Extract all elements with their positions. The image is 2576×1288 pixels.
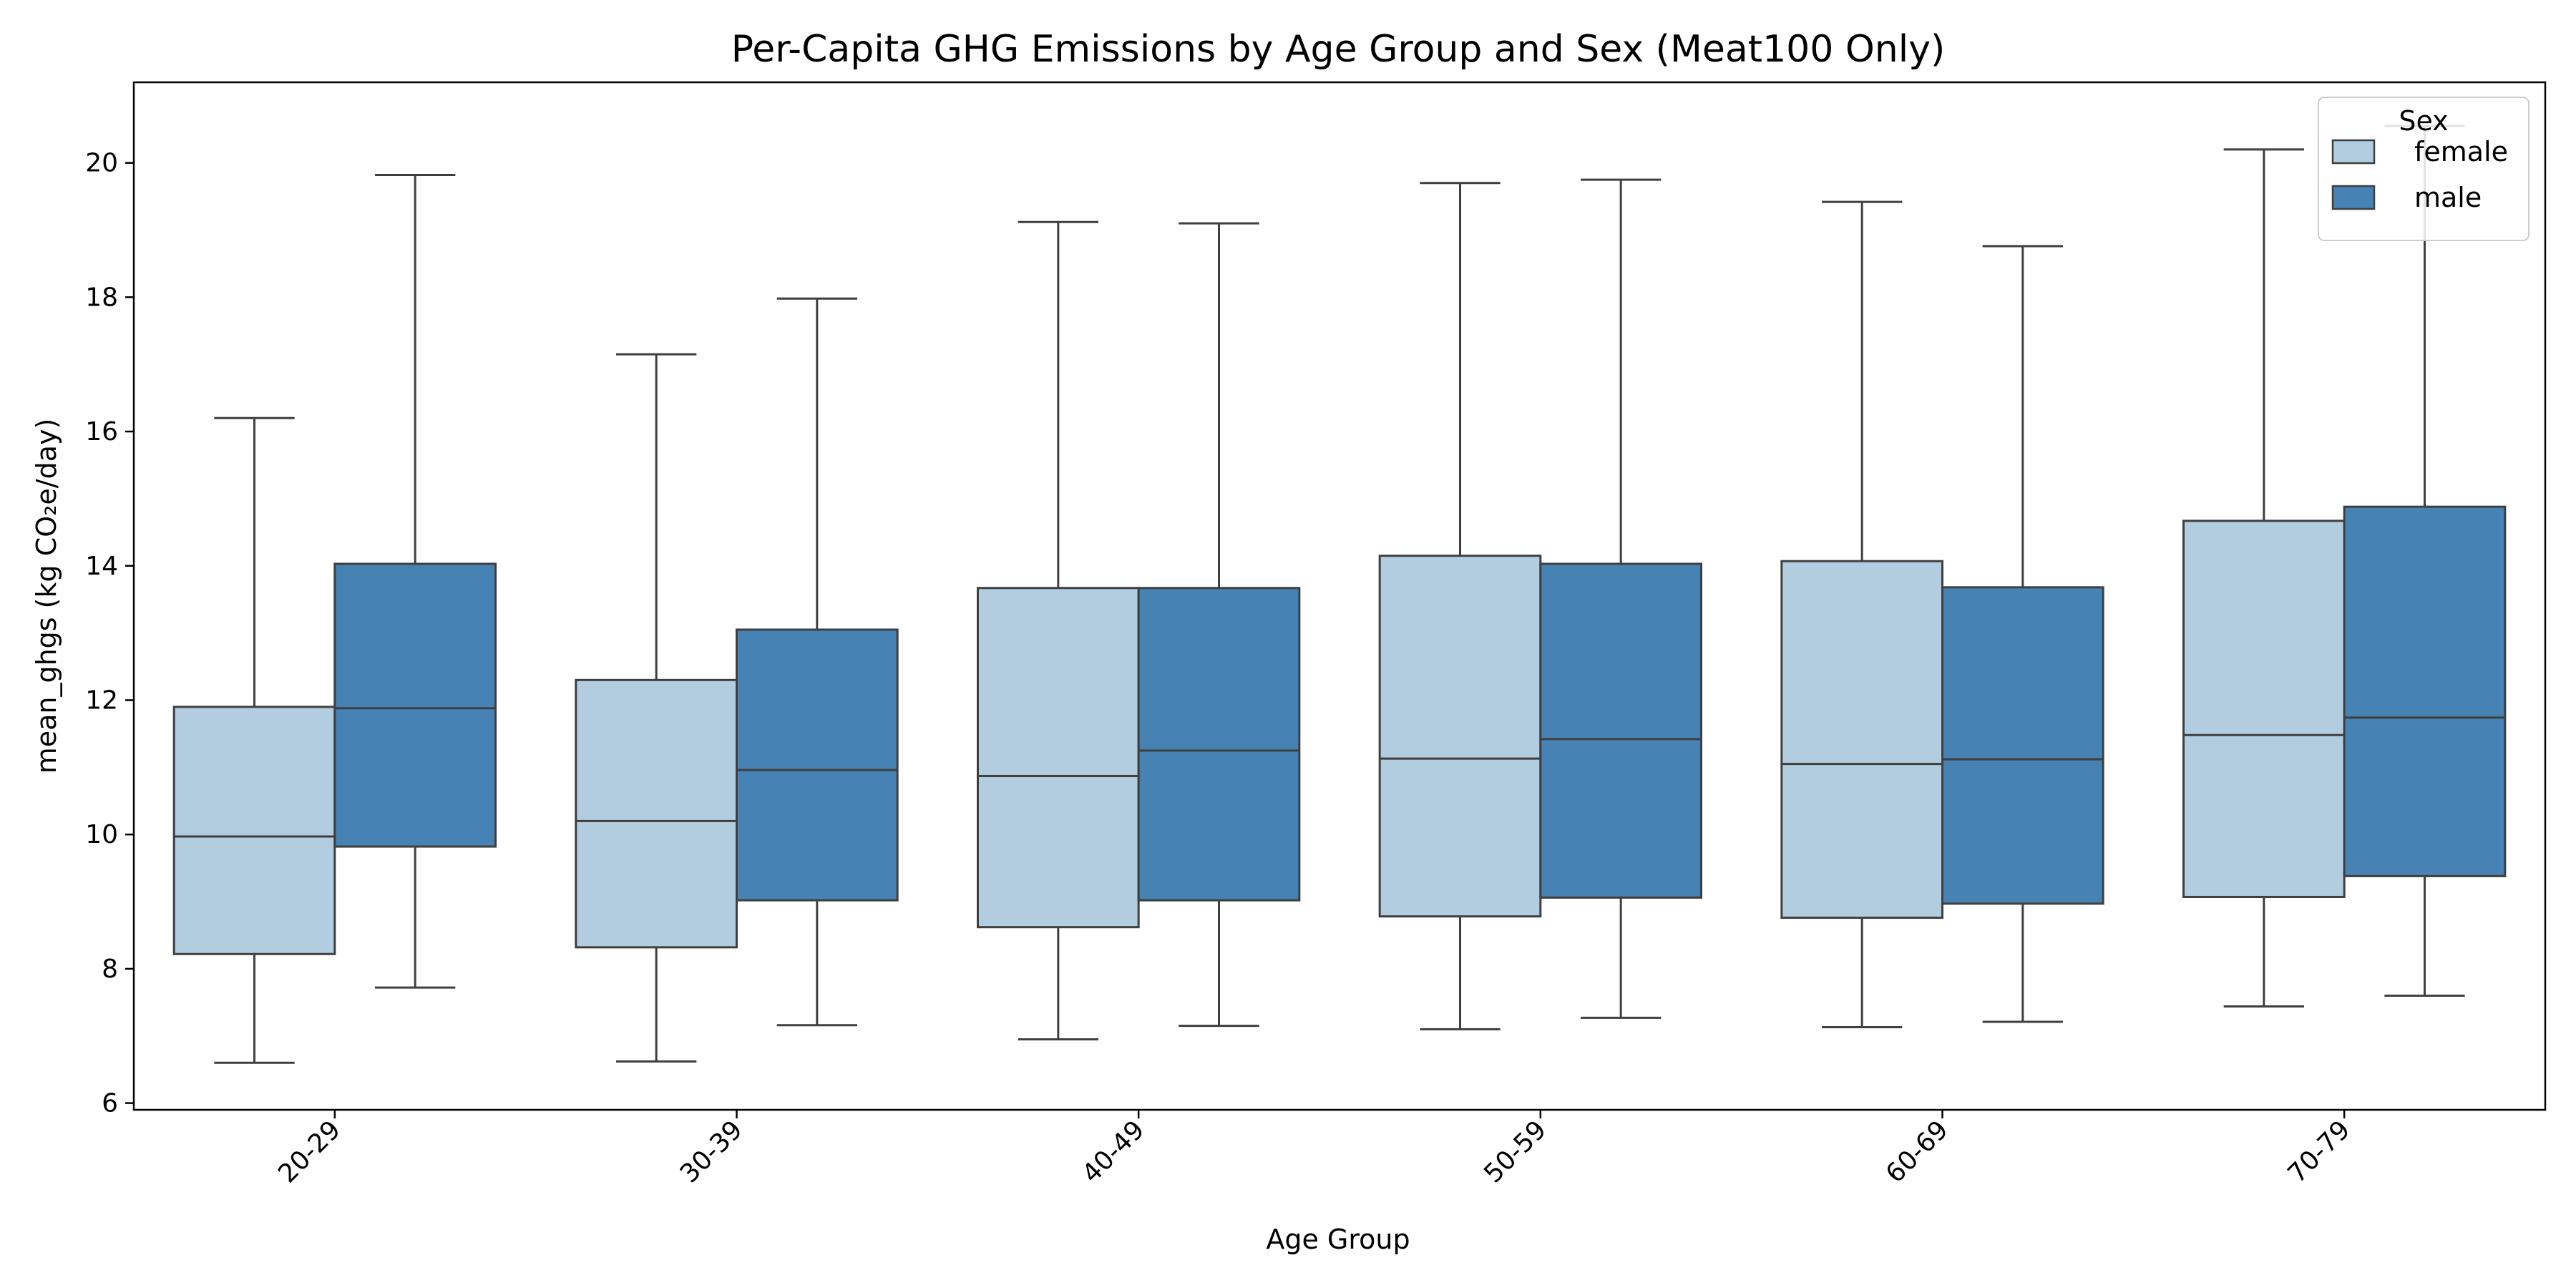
y-tick-label: 8	[102, 955, 118, 984]
box-female-50-59	[1378, 182, 1542, 1030]
y-tick-label: 18	[85, 283, 118, 312]
legend-swatch-female	[2331, 139, 2376, 165]
box-iqr	[1780, 560, 1943, 919]
box-iqr	[575, 678, 738, 949]
y-tick-label: 12	[85, 686, 118, 715]
x-tick-label: 30-39	[675, 1115, 748, 1189]
x-tick-label: 50-59	[1478, 1115, 1552, 1189]
box-iqr	[1137, 587, 1301, 902]
box-male-30-39	[736, 297, 899, 1027]
box-female-20-29	[172, 416, 336, 1064]
box-iqr	[1378, 555, 1542, 918]
series-female	[172, 148, 2346, 1064]
y-axis: 6 8 10 12 14 16 18 20	[85, 149, 134, 1118]
legend-swatch-male	[2331, 185, 2376, 210]
box-female-70-79	[2182, 148, 2346, 1008]
box-female-30-39	[575, 353, 738, 1063]
legend-title: Sex	[2399, 105, 2448, 137]
y-axis-label: mean_ghgs (kg CO₂e/day)	[31, 419, 62, 774]
box-iqr	[2182, 519, 2346, 898]
legend-label-male: male	[2414, 182, 2482, 213]
box-female-40-49	[977, 220, 1140, 1040]
box-male-40-49	[1137, 222, 1301, 1028]
box-iqr	[172, 706, 336, 955]
y-tick-label: 20	[85, 149, 118, 178]
x-tick-label: 70-79	[2283, 1115, 2356, 1189]
box-male-60-69	[1941, 245, 2104, 1023]
y-tick-label: 14	[85, 552, 118, 581]
x-axis-label: Age Group	[1266, 1224, 1410, 1255]
x-tick-label: 60-69	[1880, 1115, 1954, 1189]
box-iqr	[977, 587, 1140, 929]
y-tick-label: 6	[102, 1089, 118, 1118]
y-tick-label: 10	[85, 820, 118, 849]
x-tick-label: 20-29	[273, 1115, 346, 1189]
box-iqr	[736, 628, 899, 902]
box-female-60-69	[1780, 200, 1943, 1029]
box-iqr	[333, 562, 497, 848]
y-tick-label: 16	[85, 417, 118, 447]
legend-label-female: female	[2414, 136, 2508, 167]
box-male-50-59	[1539, 178, 1702, 1019]
box-male-20-29	[333, 174, 497, 989]
box-iqr	[1539, 562, 1702, 899]
box-iqr	[1941, 586, 2104, 905]
chart-title: Per-Capita GHG Emissions by Age Group an…	[731, 28, 1946, 71]
series-male	[333, 125, 2507, 1028]
x-axis: 20-29 30-39 40-49 50-59 60-69 70-79	[273, 1110, 2356, 1189]
box-iqr	[2343, 505, 2507, 877]
plot-area	[172, 125, 2507, 1064]
legend: Sex female male	[2318, 97, 2529, 241]
x-tick-label: 40-49	[1077, 1115, 1151, 1189]
plot-frame	[132, 81, 2547, 1111]
box-male-70-79	[2343, 125, 2507, 997]
